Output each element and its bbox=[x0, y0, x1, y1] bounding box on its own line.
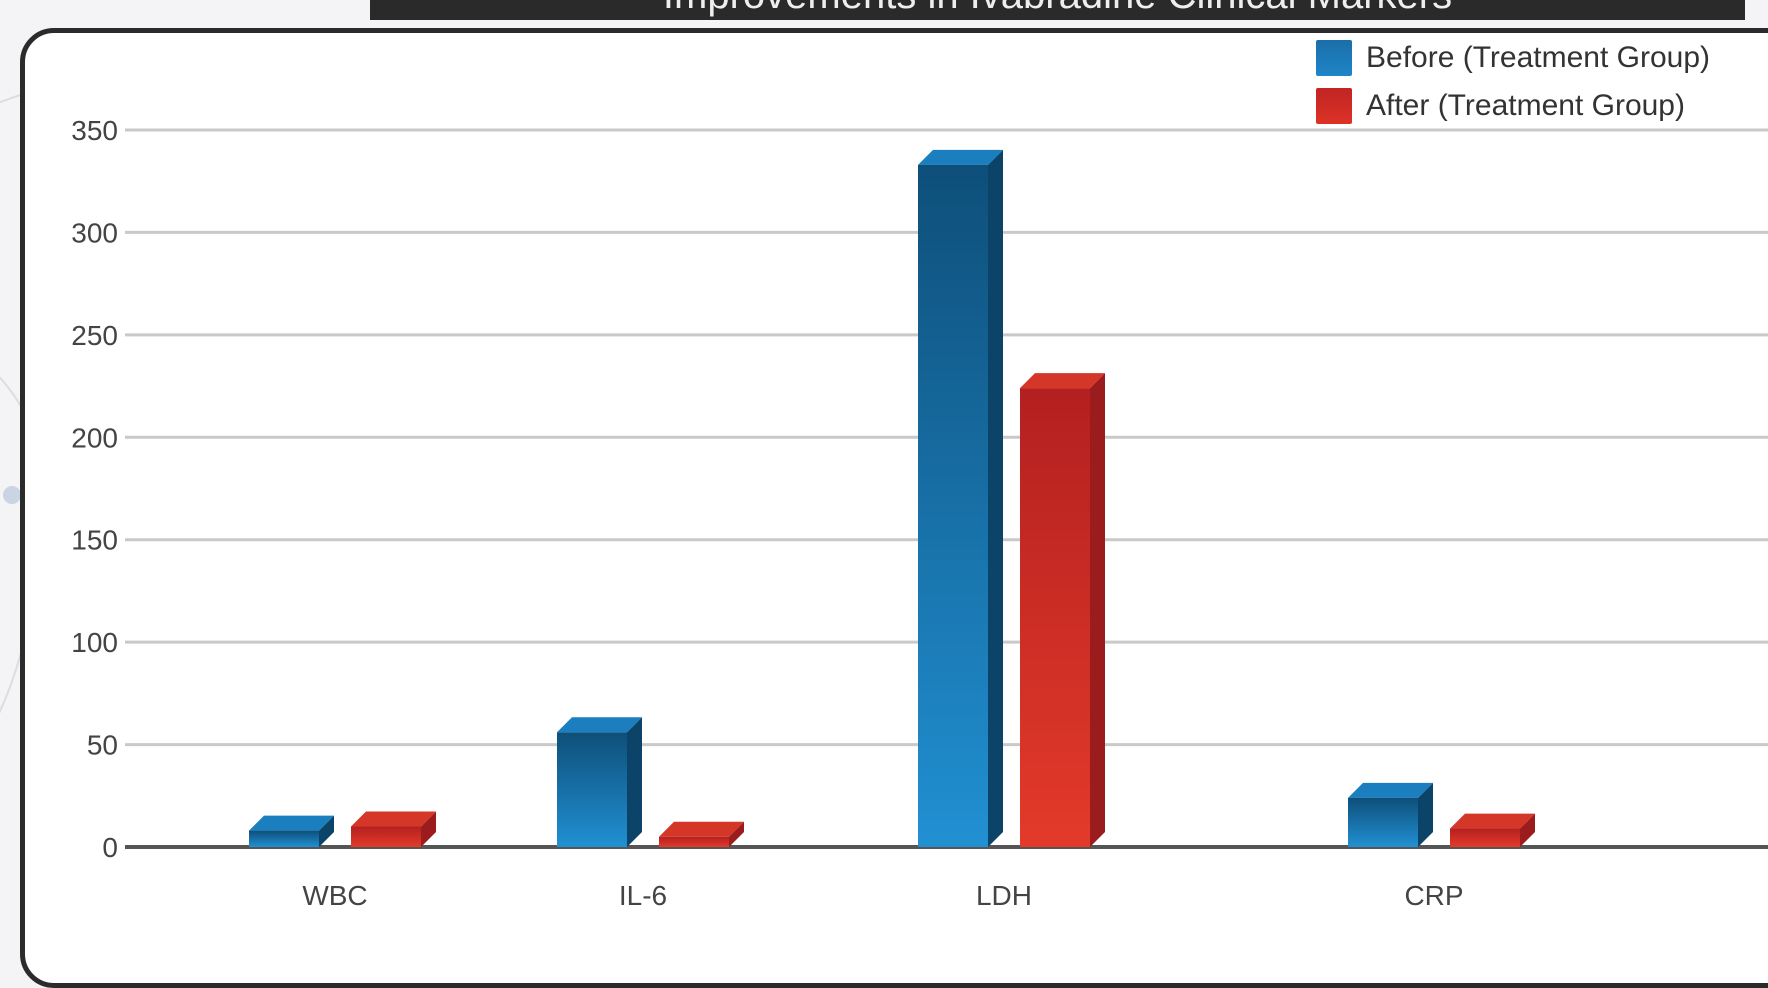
legend-swatch-before bbox=[1316, 40, 1352, 76]
bar-after-il-6-side bbox=[729, 821, 744, 847]
bar-after-crp[interactable] bbox=[1450, 813, 1535, 847]
bar-before-ldh-face bbox=[918, 164, 988, 848]
bar-before-ldh-top bbox=[918, 149, 1003, 165]
y-tick-label-100: 100 bbox=[71, 627, 118, 658]
bar-before-il-6-face bbox=[557, 732, 627, 847]
bar-before-crp-side bbox=[1418, 782, 1433, 847]
y-tick-label-0: 0 bbox=[102, 832, 118, 863]
bar-before-il-6-side bbox=[627, 717, 642, 847]
y-tick-label-50: 50 bbox=[87, 730, 118, 761]
bar-after-wbc[interactable] bbox=[351, 811, 436, 847]
bar-before-wbc[interactable] bbox=[249, 815, 334, 847]
bar-after-il-6[interactable] bbox=[659, 821, 744, 847]
bar-after-wbc-face bbox=[351, 826, 421, 847]
bar-before-il-6-top bbox=[557, 717, 642, 733]
legend-item-before[interactable]: Before (Treatment Group) bbox=[1316, 34, 1710, 82]
bar-after-crp-top bbox=[1450, 813, 1535, 829]
bar-after-ldh-top bbox=[1020, 373, 1105, 389]
y-tick-label-300: 300 bbox=[71, 217, 118, 248]
x-tick-label-wbc: WBC bbox=[302, 880, 367, 911]
legend-label-after: After (Treatment Group) bbox=[1366, 89, 1685, 122]
bar-after-crp-face bbox=[1450, 828, 1520, 847]
bar-after-ldh-face bbox=[1020, 388, 1090, 847]
bar-after-il-6-face bbox=[659, 836, 729, 847]
x-tick-label-ldh: LDH bbox=[976, 880, 1032, 911]
x-tick-label-crp: CRP bbox=[1404, 880, 1463, 911]
legend-label-before: Before (Treatment Group) bbox=[1366, 41, 1711, 74]
bar-after-ldh-side bbox=[1090, 373, 1105, 847]
bar-before-wbc-top bbox=[249, 815, 334, 831]
y-tick-label-350: 350 bbox=[71, 115, 118, 146]
chart-legend: Before (Treatment Group) After (Treatmen… bbox=[1316, 34, 1710, 130]
legend-item-after[interactable]: After (Treatment Group) bbox=[1316, 82, 1710, 130]
bar-before-crp-face bbox=[1348, 797, 1418, 847]
bar-before-ldh[interactable] bbox=[918, 149, 1003, 848]
bar-before-crp-top bbox=[1348, 782, 1433, 798]
chart-title: Improvements in Ivabradine Clinical Mark… bbox=[370, 0, 1745, 20]
y-tick-label-200: 200 bbox=[71, 422, 118, 453]
bar-after-wbc-top bbox=[351, 811, 436, 827]
bar-after-wbc-side bbox=[421, 811, 436, 847]
y-tick-label-250: 250 bbox=[71, 320, 118, 351]
bar-after-il-6-top bbox=[659, 821, 744, 837]
bar-before-crp[interactable] bbox=[1348, 782, 1433, 847]
bar-before-wbc-face bbox=[249, 830, 319, 847]
bar-before-ldh-side bbox=[988, 149, 1003, 848]
bar-before-wbc-side bbox=[319, 815, 334, 847]
x-tick-label-il-6: IL-6 bbox=[619, 880, 667, 911]
bar-before-il-6[interactable] bbox=[557, 717, 642, 847]
y-tick-label-150: 150 bbox=[71, 525, 118, 556]
legend-swatch-after bbox=[1316, 88, 1352, 124]
bar-after-crp-side bbox=[1520, 813, 1535, 847]
bar-after-ldh[interactable] bbox=[1020, 373, 1105, 847]
bar-chart: 0 50 100 150 200 250 300 350 WBC IL-6 LDH CRP bbox=[71, 115, 1768, 911]
